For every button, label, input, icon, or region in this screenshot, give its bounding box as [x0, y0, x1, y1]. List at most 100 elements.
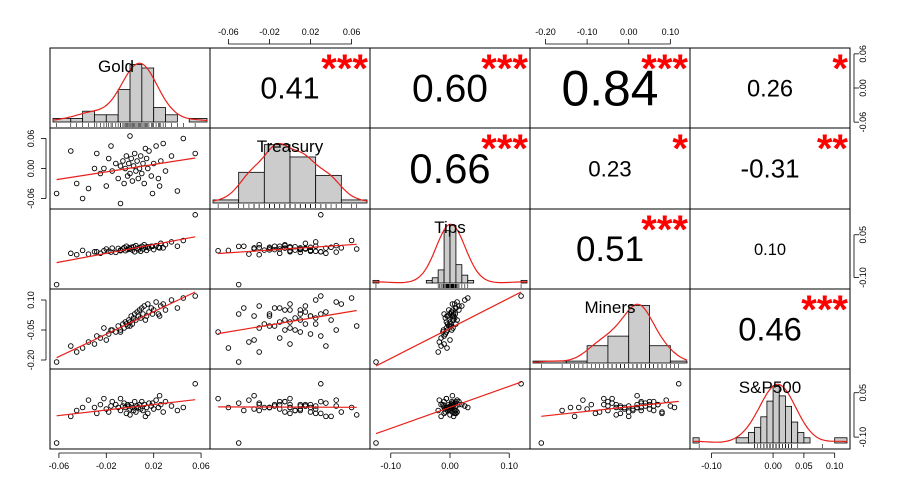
scatter-point — [131, 150, 138, 157]
correlation-value: 0.41 — [260, 72, 319, 106]
scatter-point — [318, 212, 324, 218]
tick-label: 0.00 — [764, 461, 782, 471]
scatter-point — [117, 200, 124, 207]
scatter-point — [318, 410, 324, 417]
scatter-point — [246, 397, 252, 403]
panel-frame-4-0 — [49, 368, 211, 450]
scatter-point — [440, 403, 447, 409]
correlation-value: -0.31 — [740, 156, 799, 184]
scatter-point — [292, 243, 298, 250]
scatter-point — [131, 398, 138, 405]
correlation-value: 0.84 — [562, 60, 659, 116]
scatter-point — [162, 307, 169, 313]
scatter-point — [292, 407, 298, 414]
scatter-point — [192, 293, 198, 299]
scatter-point — [592, 410, 599, 417]
density-curve — [52, 62, 208, 122]
scatter-point — [53, 359, 60, 365]
tick-label: 0.05 — [858, 384, 868, 402]
histogram-bar — [607, 335, 630, 364]
scatter-point — [133, 168, 139, 174]
tick-label: -0.06 — [218, 27, 239, 37]
scatter-point — [271, 305, 278, 311]
scatter-point — [235, 311, 242, 317]
scatter-point — [459, 303, 465, 309]
scatter-point — [287, 325, 293, 331]
histogram-bar — [455, 264, 463, 284]
scatter-point — [276, 335, 283, 341]
tick-label: 0.00 — [26, 160, 36, 178]
scatter-point — [79, 195, 86, 202]
scatter-point — [567, 404, 574, 411]
tick-label: -0.10 — [577, 27, 598, 37]
scatter-point — [287, 401, 293, 408]
scatter-point — [438, 343, 444, 349]
scatter-point — [609, 395, 615, 402]
scatter-point — [156, 183, 163, 189]
scatter-point — [605, 403, 611, 409]
scatter-point — [79, 404, 86, 411]
scatter-point — [454, 299, 460, 305]
scatter-point — [348, 237, 355, 244]
histogram-bar — [105, 114, 119, 123]
scatter-point — [323, 400, 329, 406]
scatter-point — [580, 397, 586, 403]
scatter-panel-sp500-vs-tips — [373, 381, 524, 446]
scatter-point — [156, 392, 163, 399]
scatter-point — [241, 305, 247, 311]
scatter-point — [53, 190, 60, 197]
scatter-point — [168, 153, 175, 159]
histogram-panel-sp500: S&P500 — [692, 378, 848, 448]
density-curve — [212, 142, 368, 202]
scatter-point — [121, 180, 127, 187]
scatter-point — [441, 410, 447, 417]
significance-stars: *** — [801, 288, 848, 332]
scatter-point — [307, 247, 314, 254]
scatter-point — [85, 397, 92, 403]
scatter-point — [318, 333, 324, 339]
scatter-point — [145, 410, 151, 417]
scatter-point — [292, 315, 298, 321]
scatter-point — [168, 297, 175, 303]
scatter-point — [613, 401, 619, 408]
density-curve — [532, 303, 688, 363]
scatter-point — [149, 400, 156, 406]
scatter-point — [103, 183, 110, 189]
tick-label: 0.00 — [620, 27, 638, 37]
histogram-bar — [461, 274, 469, 284]
tick-label: 0.00 — [441, 461, 459, 471]
scatter-point — [53, 281, 60, 288]
significance-stars: * — [832, 47, 848, 91]
scatter-point — [117, 163, 124, 169]
scatter-point — [105, 155, 112, 162]
scatter-point — [613, 412, 619, 418]
scatter-point — [174, 188, 181, 194]
scatter-point — [127, 170, 133, 177]
panel-frame-4-4 — [689, 368, 851, 450]
scatter-point — [333, 397, 339, 403]
scatter-point — [124, 401, 131, 408]
scatter-point — [168, 403, 175, 409]
scatter-point — [438, 413, 444, 420]
correlation-panel-tips-miners: 0.51*** — [576, 208, 688, 269]
tick-label: -0.10 — [381, 461, 402, 471]
histogram-panel-miners: Miners — [532, 298, 688, 368]
scatter-point — [675, 381, 682, 387]
scatter-point — [156, 313, 163, 319]
scatter-point — [225, 345, 232, 351]
scatter-point — [180, 404, 187, 411]
scatter-point — [446, 307, 452, 313]
scatter-point — [559, 407, 565, 414]
scatter-panel-treasury-vs-gold — [53, 133, 198, 207]
scatter-point — [143, 155, 150, 162]
histogram-bar — [141, 67, 155, 123]
scatter-point — [333, 299, 339, 305]
scatter-point — [256, 303, 262, 309]
scatter-point — [149, 190, 156, 197]
scatter-point — [266, 313, 273, 319]
scatter-point — [271, 243, 278, 249]
scatter-point — [162, 168, 169, 174]
scatter-point — [251, 337, 257, 343]
scatter-point — [91, 404, 98, 411]
scatter-point — [73, 251, 80, 258]
